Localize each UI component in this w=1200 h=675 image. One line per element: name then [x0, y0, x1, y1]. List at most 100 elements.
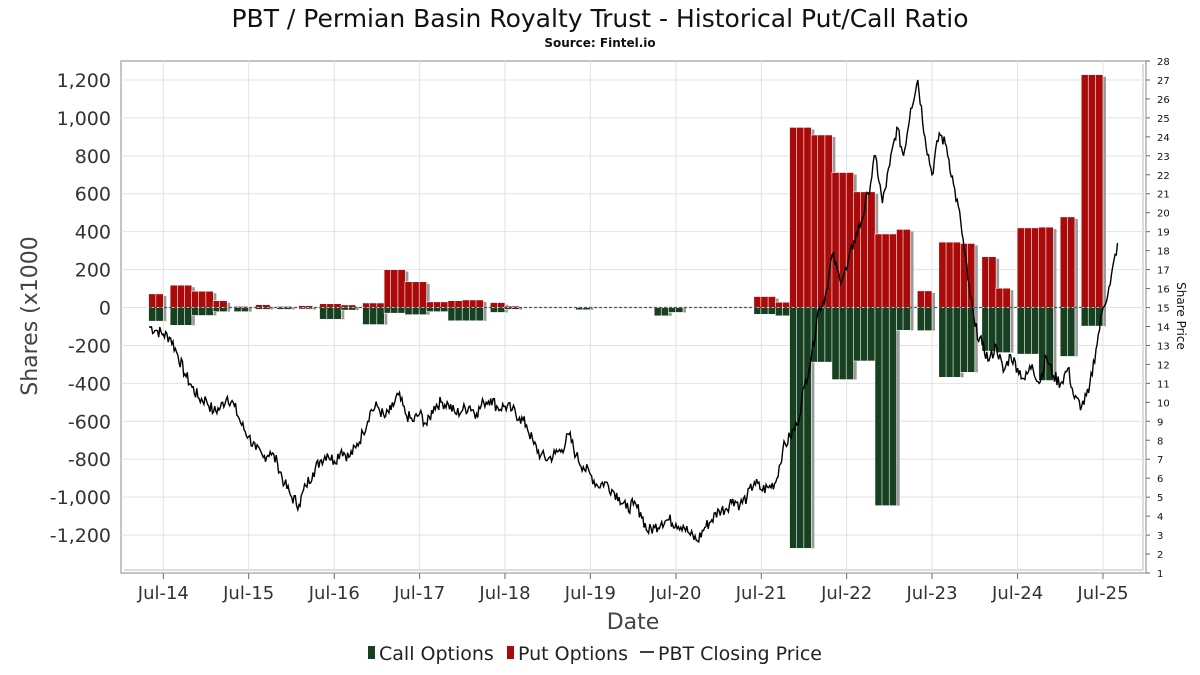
- call-bar: [390, 307, 399, 314]
- put-bar: [1002, 287, 1011, 308]
- put-bar: [404, 281, 413, 308]
- x-tick-label: Jul-15: [222, 583, 274, 604]
- put-bar: [796, 127, 805, 308]
- y-axis-right-label: Share Price: [1174, 282, 1188, 350]
- x-tick-label: Jul-24: [991, 583, 1043, 604]
- put-bar: [184, 284, 193, 308]
- put-bar: [867, 191, 876, 308]
- y-tick-label: 800: [75, 146, 111, 168]
- call-bar: [489, 307, 499, 313]
- put-bar: [497, 302, 506, 308]
- put-bar: [1087, 74, 1097, 308]
- call-bar: [824, 307, 833, 363]
- x-tick-label: Jul-21: [735, 583, 787, 604]
- y-right-tick-label: 6: [1157, 474, 1163, 485]
- x-tick-label: Jul-22: [820, 583, 872, 604]
- call-bar: [767, 307, 776, 315]
- x-tick-label: Jul-20: [649, 583, 701, 604]
- call-bar: [148, 307, 157, 322]
- call-bar: [240, 307, 249, 312]
- put-bar: [881, 233, 890, 308]
- put-bar: [945, 241, 954, 308]
- x-tick-label: Jul-18: [478, 583, 530, 604]
- call-bar: [916, 307, 926, 331]
- y-right-tick-label: 2: [1157, 550, 1163, 561]
- call-bar: [888, 307, 898, 506]
- call-bar: [675, 307, 684, 313]
- call-bar: [960, 307, 969, 373]
- put-bar: [1024, 227, 1033, 308]
- y-tick-label: -400: [68, 373, 111, 395]
- put-bar: [995, 287, 1004, 308]
- call-bar: [902, 307, 911, 331]
- call-bar: [433, 307, 442, 312]
- y-right-tick-label: 7: [1157, 455, 1163, 466]
- y-right-tick-label: 25: [1157, 114, 1170, 125]
- y-axis-right-ticks: 1234567891011121314151617181920212223242…: [1146, 57, 1170, 580]
- legend-call-label: Call Options: [379, 643, 494, 665]
- y-tick-label: 0: [99, 298, 111, 320]
- call-bar: [426, 307, 435, 312]
- put-bar: [489, 302, 499, 308]
- call-bar: [803, 307, 812, 549]
- y-right-tick-label: 24: [1157, 133, 1170, 144]
- legend-put-swatch: [507, 646, 514, 659]
- y-tick-label: 1,200: [57, 70, 111, 92]
- y-tick-label: -600: [68, 411, 111, 433]
- call-bar: [860, 307, 869, 362]
- call-bar: [845, 307, 854, 380]
- put-bar: [902, 229, 911, 308]
- y-axis-label: Shares (x1000: [18, 236, 43, 396]
- y-right-tick-label: 17: [1157, 266, 1170, 277]
- put-bar: [362, 302, 371, 308]
- y-tick-label: -200: [68, 335, 111, 357]
- put-bar: [426, 301, 435, 308]
- y-right-tick-label: 19: [1157, 228, 1170, 239]
- chart-subtitle: Source: Fintel.io: [544, 36, 655, 50]
- y-tick-label: -800: [68, 449, 111, 471]
- y-right-tick-label: 15: [1157, 304, 1170, 315]
- put-bar: [205, 290, 214, 308]
- put-bar: [831, 172, 840, 308]
- y-right-tick-label: 23: [1157, 152, 1170, 163]
- call-bar: [853, 307, 862, 362]
- call-bar: [219, 307, 228, 312]
- put-bar: [440, 301, 449, 308]
- y-tick-label: -1,000: [50, 487, 111, 509]
- call-bar: [1016, 307, 1025, 355]
- put-bar: [454, 300, 463, 308]
- call-bar: [198, 307, 207, 316]
- call-bar: [1038, 307, 1047, 381]
- call-bar: [796, 307, 805, 549]
- put-bar: [304, 305, 314, 308]
- put-bar: [1067, 216, 1076, 308]
- y-tick-label: 1,000: [57, 108, 111, 130]
- call-bar: [447, 307, 456, 322]
- put-bar: [219, 300, 228, 308]
- put-bar: [838, 172, 847, 308]
- y-right-tick-label: 22: [1157, 171, 1170, 182]
- call-bar: [831, 307, 840, 380]
- put-bar: [177, 284, 186, 308]
- y-right-tick-label: 13: [1157, 341, 1170, 352]
- y-tick-label: -1,200: [50, 525, 111, 547]
- put-bar: [155, 293, 164, 308]
- y-tick-label: 600: [75, 184, 111, 206]
- call-bar: [418, 307, 427, 316]
- put-bar: [418, 281, 427, 308]
- x-tick-label: Jul-14: [137, 583, 189, 604]
- y-right-tick-label: 1: [1157, 569, 1163, 580]
- call-bar: [775, 307, 784, 317]
- call-bar: [1080, 307, 1090, 327]
- put-bar: [369, 302, 378, 308]
- put-bar: [753, 296, 762, 308]
- put-bar: [1045, 226, 1054, 308]
- call-bar: [924, 307, 933, 331]
- call-bar: [660, 307, 670, 317]
- call-bar: [155, 307, 164, 322]
- call-bar: [760, 307, 769, 315]
- call-bar: [817, 307, 826, 363]
- y-right-tick-label: 10: [1157, 398, 1170, 409]
- call-bar: [668, 307, 677, 313]
